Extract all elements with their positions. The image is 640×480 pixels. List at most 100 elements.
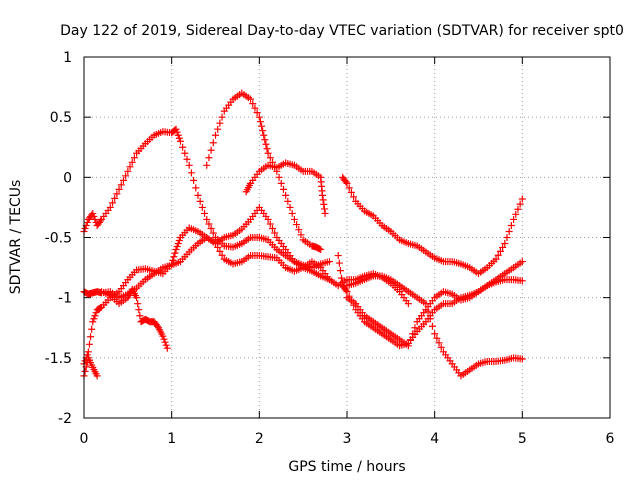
data-point: [264, 149, 272, 157]
data-point: [336, 267, 344, 275]
data-point: [171, 249, 179, 257]
data-point: [196, 197, 204, 205]
data-point: [320, 205, 328, 213]
data-point: [187, 169, 195, 177]
data-point: [288, 209, 296, 217]
data-point: [113, 190, 121, 198]
data-point: [170, 253, 178, 261]
data-point: [135, 306, 143, 314]
data-point: [218, 113, 226, 121]
data-point: [185, 161, 193, 169]
data-point: [179, 143, 187, 151]
data-point: [343, 179, 351, 187]
x-tick-label: 1: [167, 431, 176, 447]
data-point: [518, 258, 526, 266]
data-point: [84, 348, 92, 356]
data-point: [494, 251, 502, 259]
data-point: [284, 197, 292, 205]
data-point: [437, 343, 445, 351]
data-point: [263, 145, 271, 153]
data-point: [130, 154, 138, 162]
data-point: [93, 372, 101, 380]
data-point: [181, 149, 189, 157]
data-point: [162, 341, 170, 349]
plot-frame: [83, 56, 611, 419]
data-point: [275, 173, 283, 181]
data-point: [136, 312, 144, 320]
data-point: [174, 240, 182, 248]
data-point: [320, 200, 328, 208]
series-trace-a: [80, 203, 333, 368]
data-point: [89, 209, 97, 217]
data-point: [261, 136, 269, 144]
data-point: [172, 246, 180, 254]
data-point: [266, 154, 274, 162]
y-tick-label: -1.5: [45, 351, 72, 367]
data-point: [92, 309, 100, 317]
data-point: [501, 240, 509, 248]
data-point: [347, 188, 355, 196]
data-point: [492, 255, 500, 263]
data-point: [169, 256, 177, 264]
x-tick-label: 0: [80, 431, 89, 447]
y-tick-label: -1: [58, 291, 72, 307]
data-point: [516, 200, 524, 208]
data-point: [518, 195, 526, 203]
data-point: [266, 220, 274, 228]
data-point: [431, 330, 439, 338]
data-point: [119, 176, 127, 184]
data-point: [343, 288, 351, 296]
data-point: [433, 334, 441, 342]
data-point: [176, 137, 184, 145]
grid: [84, 57, 610, 418]
data-point: [214, 125, 222, 133]
x-tick-label: 4: [430, 431, 439, 447]
data-point: [89, 318, 97, 326]
data-point: [203, 215, 211, 223]
data-point: [85, 340, 93, 348]
data-point: [128, 158, 136, 166]
series-trace-i: [343, 272, 526, 380]
data-point: [160, 335, 168, 343]
data-point: [321, 209, 329, 217]
data-point: [161, 338, 169, 346]
data-point: [514, 205, 522, 213]
data-point: [316, 245, 324, 253]
data-point: [209, 139, 217, 147]
data-point: [518, 355, 526, 363]
x-tick-label: 3: [343, 431, 352, 447]
data-point: [282, 191, 290, 199]
data-point: [295, 226, 303, 234]
y-tick-label: -0.5: [45, 231, 72, 247]
data-point: [505, 227, 513, 235]
y-tick-label: 0: [63, 170, 72, 186]
data-point: [293, 221, 301, 229]
data-point: [426, 315, 434, 323]
data-point: [259, 127, 267, 135]
x-axis-label: GPS time / hours: [288, 459, 405, 475]
data-point: [317, 246, 325, 254]
data-point: [334, 252, 342, 260]
data-point: [190, 176, 198, 184]
data-point: [251, 104, 259, 112]
data-point: [173, 243, 181, 251]
data-point: [335, 259, 343, 267]
data-point: [424, 307, 432, 315]
data-point: [325, 258, 333, 266]
data-point: [209, 229, 217, 237]
data-point: [342, 178, 350, 186]
data-point: [117, 181, 125, 189]
data-point: [271, 229, 279, 237]
data-point: [153, 322, 161, 330]
data-point: [175, 134, 183, 142]
data-point: [207, 146, 215, 154]
data-point: [342, 286, 350, 294]
data-point: [499, 243, 507, 251]
data-point: [96, 304, 104, 312]
chart-title: Day 122 of 2019, Sidereal Day-to-day VTE…: [60, 23, 624, 39]
x-tick-label: 6: [606, 431, 615, 447]
y-tick-label: 1: [63, 50, 72, 66]
data-point: [201, 209, 209, 217]
data-point: [192, 184, 200, 192]
data-point: [277, 179, 285, 187]
